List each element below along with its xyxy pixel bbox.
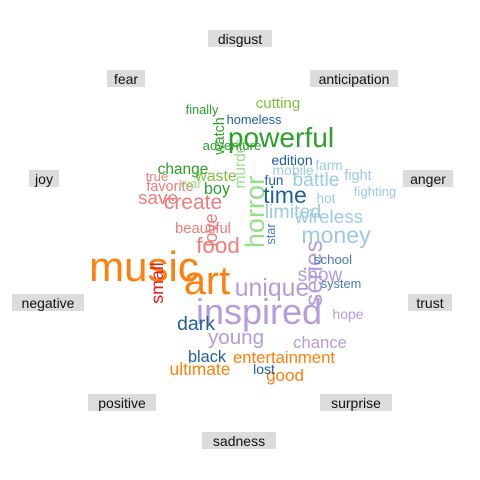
word-true: true: [146, 169, 169, 184]
word-young: young: [208, 326, 264, 349]
word-homeless: homeless: [227, 112, 282, 127]
word-fun: fun: [265, 173, 284, 188]
emotion-label-anger: anger: [403, 170, 453, 187]
word-school: school: [314, 252, 352, 267]
word-boy: boy: [204, 180, 231, 198]
emotion-label-anticipation: anticipation: [310, 70, 398, 87]
word-finally: finally: [186, 102, 219, 117]
word-adventure: adventure: [203, 138, 262, 153]
word-murder: murder: [232, 139, 249, 188]
emotion-label-trust-text: trust: [416, 295, 443, 311]
emotion-label-surprise-text: surprise: [331, 395, 381, 411]
word-small: small: [147, 262, 167, 304]
word-war: war: [179, 176, 202, 191]
word-unique: unique: [235, 275, 309, 302]
word-powerful: powerful: [228, 122, 334, 153]
word-farm: farm: [315, 158, 342, 173]
emotion-label-anticipation-text: anticipation: [319, 71, 390, 87]
word-beautiful: beautiful: [175, 221, 231, 237]
word-chance: chance: [293, 333, 347, 352]
word-inspired: inspired: [196, 291, 322, 332]
word-fighting: fighting: [354, 184, 397, 199]
word-limited: limited: [265, 201, 322, 223]
word-battle: battle: [293, 170, 340, 191]
word-favorite: favorite: [146, 179, 193, 195]
word-time: time: [263, 182, 307, 208]
emotion-label-positive: positive: [88, 394, 156, 411]
word-good: good: [266, 366, 304, 385]
emotion-label-fear: fear: [107, 70, 145, 87]
word-series: series: [301, 240, 328, 306]
emotion-label-anger-text: anger: [410, 171, 446, 187]
emotion-label-disgust-text: disgust: [218, 31, 262, 47]
emotion-label-joy-text: joy: [34, 171, 53, 187]
emotion-label-negative-text: negative: [22, 295, 75, 311]
word-hope: hope: [332, 306, 363, 322]
word-edition: edition: [271, 152, 312, 168]
word-star: star: [263, 223, 278, 245]
emotion-label-joy: joy: [29, 170, 59, 187]
emotion-label-negative: negative: [12, 294, 84, 311]
emotion-label-surprise: surprise: [320, 394, 392, 411]
word-cutting: cutting: [256, 95, 300, 112]
emotion-label-layer: disgust fear anticipation joy anger nega…: [12, 30, 453, 449]
word-system: system: [321, 276, 362, 291]
word-lost: lost: [253, 361, 275, 377]
word-art: art: [184, 259, 230, 303]
word-entertainment: entertainment: [233, 348, 335, 367]
emotion-label-positive-text: positive: [98, 395, 146, 411]
word-fight: fight: [344, 168, 371, 184]
word-ultimate: ultimate: [170, 359, 231, 379]
word-horror: horror: [239, 176, 270, 248]
emotion-label-trust: trust: [408, 294, 452, 311]
word-watch: watch: [212, 117, 228, 156]
word-love: love: [201, 213, 221, 246]
word-change: change: [158, 161, 209, 178]
word-create: create: [164, 191, 222, 214]
emotion-label-sadness-text: sadness: [213, 433, 265, 449]
word-black: black: [188, 348, 227, 366]
emotion-label-sadness: sadness: [202, 432, 276, 449]
word-food: food: [196, 233, 240, 258]
word-wireless: wireless: [294, 207, 363, 228]
word-money: money: [301, 222, 371, 248]
word-music: music: [89, 243, 199, 290]
emotion-label-disgust: disgust: [208, 30, 272, 47]
word-mobile: mobile: [272, 162, 313, 178]
word-hot: hot: [317, 191, 336, 206]
word-waste: waste: [194, 168, 237, 185]
word-save: save: [138, 188, 178, 209]
emotion-label-fear-text: fear: [114, 71, 138, 87]
word-dark: dark: [177, 313, 215, 335]
word-show: show: [298, 265, 343, 286]
